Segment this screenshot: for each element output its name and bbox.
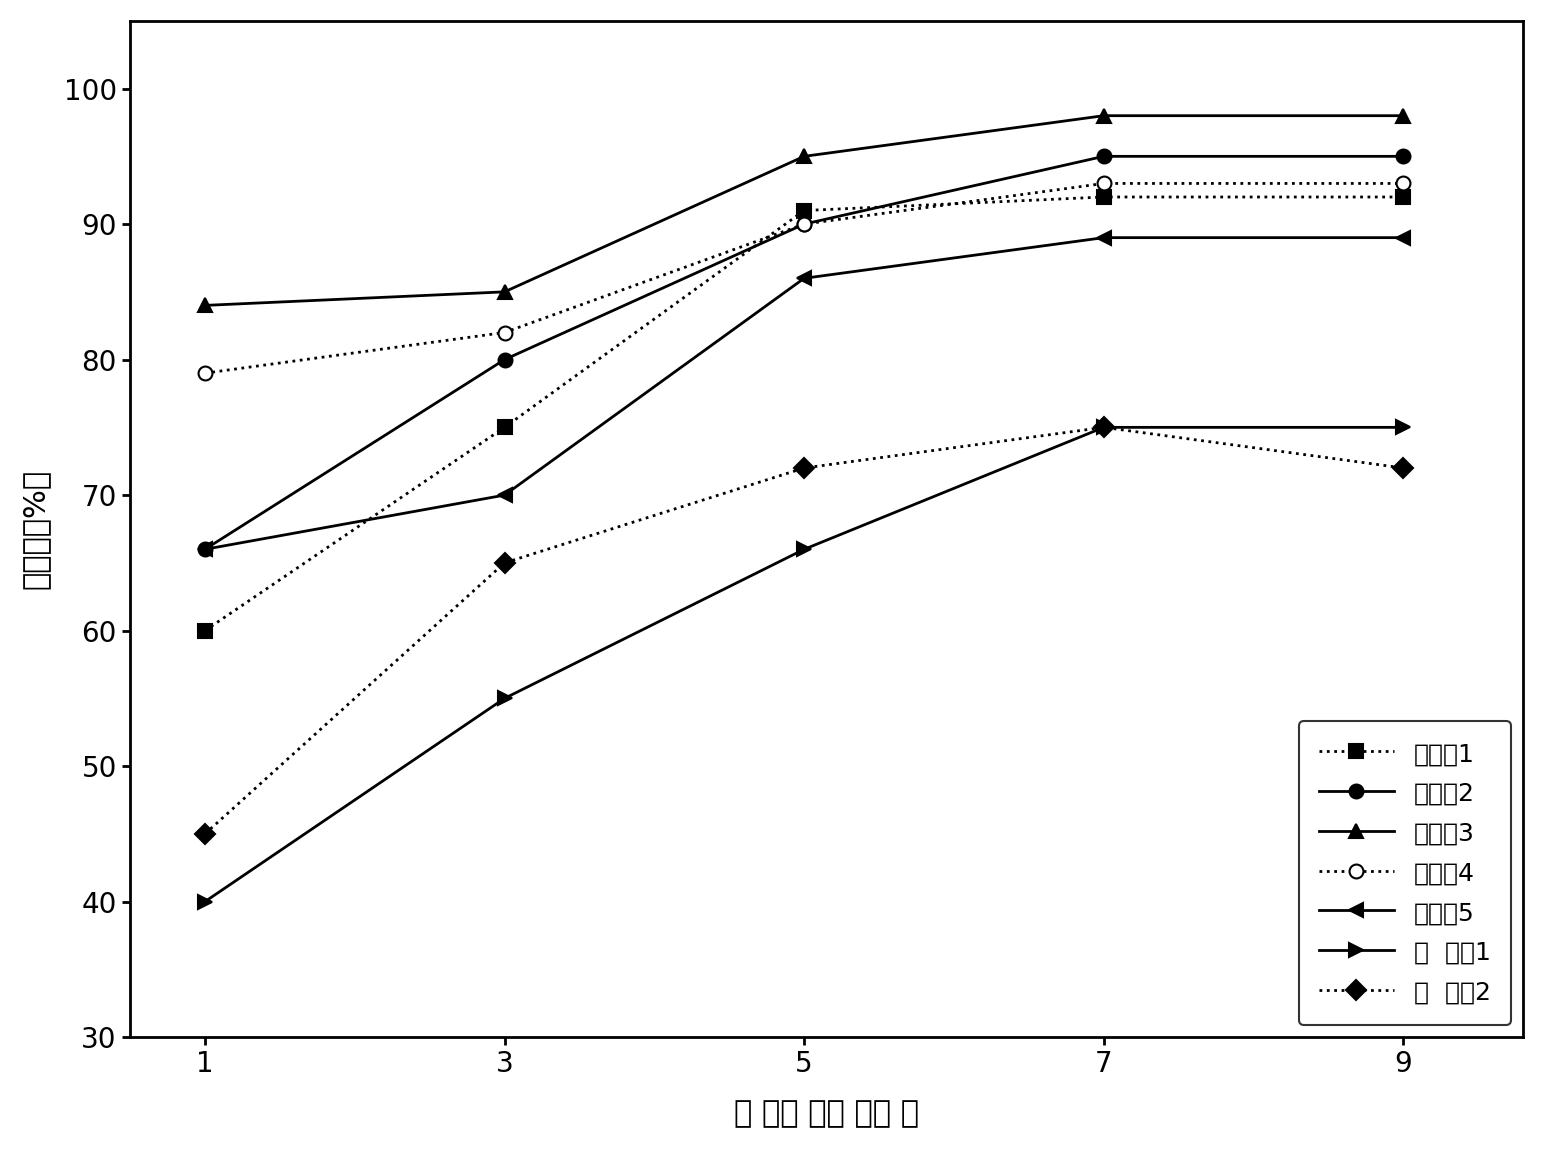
实施例3 [795, 149, 814, 163]
实施例5 [496, 488, 514, 502]
实施例1 [795, 203, 814, 217]
Line: 实施例2: 实施例2 [198, 149, 1410, 556]
实施例5 [1394, 231, 1413, 245]
实施例1 [1095, 190, 1113, 203]
比  较例2 [496, 556, 514, 570]
实施例4 [196, 367, 215, 380]
比  较例2 [196, 827, 215, 841]
比  较例2 [1394, 461, 1413, 475]
Line: 比  较例1: 比 较例1 [198, 421, 1410, 909]
实施例2 [196, 542, 215, 556]
比  较例2 [795, 461, 814, 475]
Line: 实施例1: 实施例1 [198, 190, 1410, 638]
实施例2 [1095, 149, 1113, 163]
比  较例2 [1095, 421, 1113, 434]
Y-axis label: 去除率（%）: 去除率（%） [20, 469, 49, 589]
实施例2 [795, 217, 814, 231]
Line: 实施例4: 实施例4 [198, 177, 1410, 380]
实施例4 [795, 217, 814, 231]
实施例3 [1394, 109, 1413, 123]
实施例2 [496, 353, 514, 367]
比  较例1 [1095, 421, 1113, 434]
比  较例1 [196, 895, 215, 909]
Line: 实施例3: 实施例3 [198, 109, 1410, 313]
实施例5 [1095, 231, 1113, 245]
实施例3 [1095, 109, 1113, 123]
比  较例1 [496, 692, 514, 705]
Line: 比  较例2: 比 较例2 [198, 421, 1410, 841]
实施例3 [196, 299, 215, 313]
Legend: 实施例1, 实施例2, 实施例3, 实施例4, 实施例5, 比  较例1, 比  较例2: 实施例1, 实施例2, 实施例3, 实施例4, 实施例5, 比 较例1, 比 较… [1299, 722, 1510, 1025]
比  较例1 [1394, 421, 1413, 434]
实施例1 [496, 421, 514, 434]
实施例2 [1394, 149, 1413, 163]
实施例4 [496, 325, 514, 339]
Line: 实施例5: 实施例5 [198, 231, 1410, 556]
比  较例1 [795, 542, 814, 556]
实施例1 [196, 624, 215, 638]
实施例3 [496, 285, 514, 299]
X-axis label: 反 应时 间（ 小时 ）: 反 应时 间（ 小时 ） [733, 1100, 919, 1128]
实施例1 [1394, 190, 1413, 203]
实施例5 [795, 271, 814, 285]
实施例5 [196, 542, 215, 556]
实施例4 [1394, 177, 1413, 191]
实施例4 [1095, 177, 1113, 191]
